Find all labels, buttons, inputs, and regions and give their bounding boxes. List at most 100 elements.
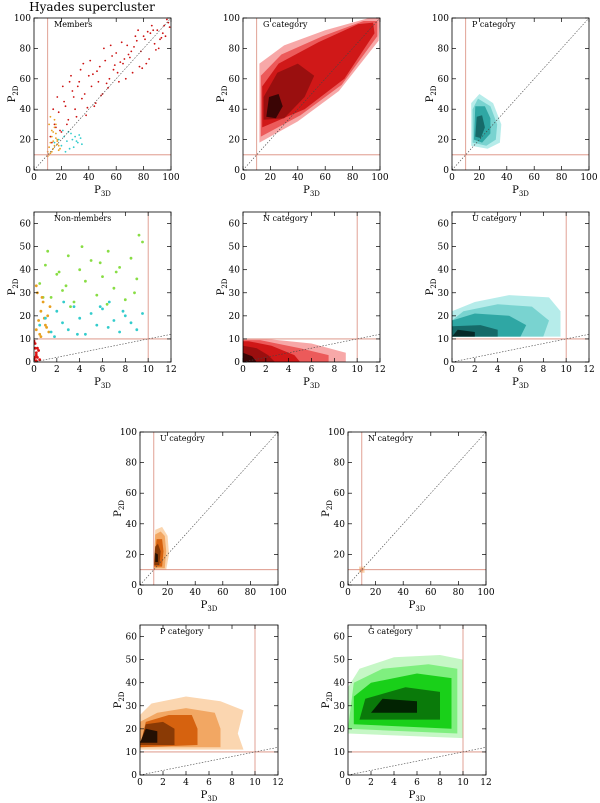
x-tick-label: 100 (269, 588, 286, 598)
plot-area (34, 212, 171, 362)
y-axis-label: P2D (425, 85, 438, 102)
y-tick-label: 50 (20, 243, 32, 253)
data-point (76, 85, 79, 88)
data-point (141, 67, 144, 70)
data-point (57, 270, 61, 274)
data-point (49, 330, 53, 334)
y-tick-label: 60 (126, 489, 138, 499)
data-point (84, 332, 87, 336)
data-point (114, 270, 118, 274)
data-point (75, 115, 78, 118)
plot-frame (451, 211, 590, 363)
x-tick-label: 20 (56, 173, 68, 183)
data-point (108, 77, 111, 80)
y-tick-label: 60 (438, 220, 450, 230)
data-point (96, 70, 98, 73)
x-tick-label: 10 (457, 778, 469, 788)
x-tick-label: 2 (54, 365, 60, 375)
data-point (66, 254, 70, 258)
plot-frame (347, 431, 487, 586)
data-point (156, 29, 159, 32)
data-point (55, 137, 57, 140)
data-point (168, 26, 171, 28)
data-point (159, 38, 161, 41)
y-tick-label: 50 (126, 656, 138, 666)
x-tick-label: 10 (351, 365, 363, 375)
diagonal-line (243, 18, 380, 170)
x-tick-label: 0 (345, 778, 351, 788)
data-point (55, 272, 59, 276)
diagonal-line (348, 432, 486, 585)
plot-frame (451, 17, 590, 171)
y-tick-label: 100 (120, 428, 137, 438)
panel-title: P category (160, 627, 204, 636)
data-point (53, 144, 56, 147)
data-point (122, 62, 124, 65)
y-tick-label: 20 (334, 725, 346, 735)
data-point (61, 289, 64, 292)
diagonal-line (34, 334, 171, 362)
y-tick-label: 0 (339, 581, 345, 591)
y-tick-label: 60 (229, 220, 241, 230)
x-tick-label: 8 (331, 365, 337, 375)
x-tick-label: 40 (189, 588, 201, 598)
y-tick-label: 40 (126, 679, 138, 689)
x-tick-label: 10 (560, 365, 572, 375)
data-point (111, 55, 113, 57)
data-point (78, 268, 82, 272)
data-point (52, 131, 55, 133)
x-axis-label: P3D (201, 600, 218, 613)
data-point (153, 42, 156, 45)
data-point (44, 323, 47, 327)
data-point (57, 111, 60, 114)
panel-u_bottom: 0 20 40 60 80 100 0 20 40 60 80 100 U category P3D P2D (113, 428, 287, 613)
y-tick-label: 10 (438, 335, 450, 345)
y-tick-label: 20 (126, 550, 138, 560)
x-tick-label: 80 (347, 173, 359, 183)
data-point (118, 80, 120, 83)
data-point (71, 138, 74, 141)
data-point (45, 326, 48, 329)
data-point (50, 141, 53, 144)
data-point (118, 330, 121, 334)
data-point (137, 29, 140, 32)
density-contour-5 (371, 698, 417, 713)
data-point (164, 35, 167, 38)
y-tick-label: 50 (229, 243, 241, 253)
data-point (52, 140, 55, 143)
diagonal-line (348, 747, 486, 775)
data-point (50, 135, 53, 138)
density-contour-5 (155, 552, 158, 562)
x-axis-label: P3D (303, 185, 320, 198)
y-tick-label: 60 (20, 75, 32, 85)
plot-area (243, 18, 380, 170)
y-tick-label: 60 (229, 75, 241, 85)
data-point (60, 131, 63, 133)
y-tick-label: 0 (234, 166, 240, 176)
data-point (135, 39, 138, 42)
x-tick-label: 2 (263, 365, 269, 375)
data-point (84, 279, 87, 283)
data-point (98, 65, 101, 68)
data-point (56, 138, 59, 141)
x-tick-label: 60 (425, 588, 437, 598)
data-point (76, 141, 79, 144)
panel-title: P category (472, 20, 516, 29)
diagonal-line (452, 18, 589, 170)
diagonal-line (243, 334, 380, 362)
x-tick-label: 0 (240, 173, 246, 183)
x-tick-label: 20 (162, 588, 174, 598)
y-tick-label: 60 (334, 489, 346, 499)
x-tick-label: 12 (165, 365, 176, 375)
x-axis-label: P3D (512, 185, 529, 198)
y-tick-label: 100 (328, 428, 345, 438)
diagonal-line (140, 747, 278, 775)
data-point (152, 29, 155, 32)
data-point (101, 307, 104, 311)
x-tick-label: 40 (292, 173, 304, 183)
data-point (66, 328, 70, 332)
x-tick-label: 0 (31, 365, 37, 375)
data-point (112, 286, 116, 290)
data-point (56, 140, 59, 143)
